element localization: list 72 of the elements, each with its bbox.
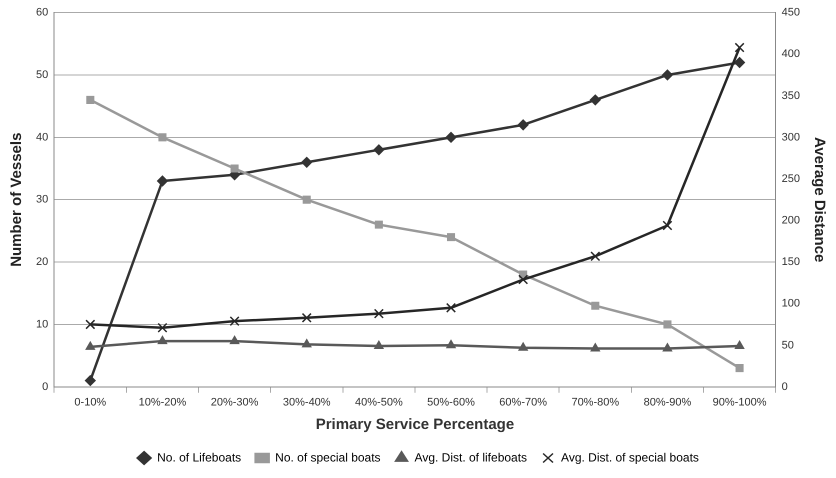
legend-label: Avg. Dist. of lifeboats [414, 450, 528, 464]
point [374, 308, 384, 319]
legend-label: Avg. Dist. of special boats [561, 450, 699, 464]
x-tick-label: 0-10% [74, 396, 106, 408]
x-tick-label: 30%-40% [282, 396, 331, 408]
point [734, 42, 745, 53]
y-tick-label: 10 [36, 318, 48, 330]
y2-tick-label: 250 [782, 172, 800, 185]
legend-label: No. of special boats [275, 450, 381, 464]
point [230, 336, 240, 344]
point [663, 320, 672, 328]
y-tick-label: 20 [36, 256, 48, 268]
point [591, 302, 600, 310]
point [662, 69, 673, 80]
point [662, 343, 672, 352]
y2-tick-label: 100 [782, 298, 800, 310]
y-tick-label: 40 [36, 131, 48, 144]
point [230, 164, 239, 173]
point [301, 156, 312, 168]
point [156, 175, 168, 186]
y-tick-label: 0 [42, 380, 48, 393]
y-tick-label: 60 [36, 6, 48, 19]
point [230, 316, 240, 326]
point [446, 233, 456, 242]
point [518, 274, 528, 285]
y2-tick-label: 450 [782, 6, 800, 19]
y-tick-label: 50 [36, 69, 48, 81]
point [446, 302, 456, 313]
x-tick-label: 90%-100% [712, 396, 767, 408]
point [374, 220, 383, 229]
x-tick-label: 80%-90% [644, 396, 692, 408]
point [446, 340, 456, 348]
y2-tick-label: 300 [782, 131, 800, 144]
point [518, 119, 529, 130]
y2-tick-label: 350 [782, 90, 800, 102]
x-tick-label: 20%-30% [210, 396, 259, 408]
y2-tick-label: 50 [782, 339, 794, 352]
point [374, 340, 384, 350]
point [85, 319, 96, 330]
x-axis-title: Primary Service Percentage [316, 416, 514, 434]
x-tick-label: 70%-80% [571, 396, 620, 408]
y-tick-label: 30 [36, 194, 48, 206]
x-tick-label: 50%-60% [427, 396, 476, 408]
x-tick-label: 40%-50% [355, 396, 403, 408]
point [302, 312, 312, 323]
point [590, 343, 600, 352]
x-tick-label: 10%-20% [138, 396, 187, 408]
point [86, 96, 94, 104]
point [736, 364, 744, 372]
legend-label: No. of Lifeboats [157, 450, 242, 464]
point [662, 220, 672, 230]
point [302, 196, 311, 204]
point [590, 251, 600, 262]
point [85, 341, 96, 350]
point [734, 56, 746, 68]
point [446, 132, 457, 143]
y2-tick-label: 150 [782, 256, 800, 268]
y2-axis-title: Average Distance [810, 137, 828, 262]
point [734, 340, 744, 350]
x-tick-label: 60%-70% [499, 396, 548, 408]
y-axis-title: Number of Vessels [8, 132, 26, 267]
y2-tick-label: 400 [782, 48, 800, 60]
point [302, 338, 312, 348]
y2-tick-label: 200 [782, 214, 800, 227]
point [590, 94, 601, 106]
point [84, 375, 96, 386]
point [373, 144, 384, 156]
point [518, 342, 528, 351]
y2-tick-label: 0 [782, 380, 788, 393]
point [157, 322, 168, 333]
point [158, 133, 166, 142]
point [158, 336, 168, 344]
